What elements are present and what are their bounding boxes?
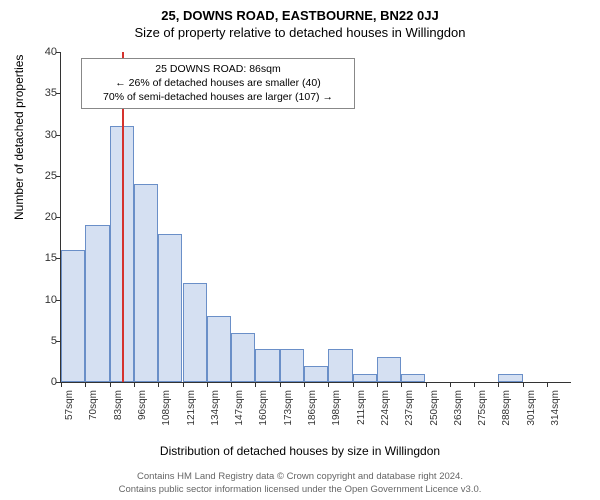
x-tick-mark: [280, 382, 281, 387]
histogram-bar: [158, 234, 182, 383]
x-tick-mark: [523, 382, 524, 387]
x-tick-label: 301sqm: [526, 390, 537, 426]
chart-subtitle: Size of property relative to detached ho…: [0, 23, 600, 40]
footer-line-3: Contains public sector information licen…: [0, 484, 600, 496]
histogram-bar: [61, 250, 85, 382]
x-tick-mark: [377, 382, 378, 387]
x-tick-label: 70sqm: [88, 390, 99, 420]
histogram-bar: [134, 184, 158, 382]
x-tick-label: 314sqm: [550, 390, 561, 426]
annotation-line-1: 25 DOWNS ROAD: 86sqm: [88, 62, 348, 76]
x-tick-label: 96sqm: [137, 390, 148, 420]
histogram-bar: [231, 333, 255, 383]
footer: Contains HM Land Registry data © Crown c…: [0, 471, 600, 496]
chart-area: 051015202530354057sqm70sqm83sqm96sqm108s…: [60, 52, 570, 412]
x-tick-mark: [328, 382, 329, 387]
x-tick-label: 121sqm: [186, 390, 197, 426]
x-tick-label: 275sqm: [477, 390, 488, 426]
x-tick-mark: [426, 382, 427, 387]
address-title: 25, DOWNS ROAD, EASTBOURNE, BN22 0JJ: [0, 0, 600, 23]
x-tick-label: 288sqm: [501, 390, 512, 426]
x-tick-mark: [231, 382, 232, 387]
x-tick-mark: [450, 382, 451, 387]
histogram-bar: [401, 374, 425, 382]
histogram-bar: [353, 374, 377, 382]
x-tick-mark: [158, 382, 159, 387]
x-tick-label: 83sqm: [113, 390, 124, 420]
x-tick-label: 250sqm: [429, 390, 440, 426]
histogram-bar: [377, 357, 401, 382]
x-tick-label: 198sqm: [331, 390, 342, 426]
annotation-box: 25 DOWNS ROAD: 86sqm← 26% of detached ho…: [81, 58, 355, 109]
annotation-line-3: 70% of semi-detached houses are larger (…: [88, 90, 348, 104]
histogram-bar: [280, 349, 304, 382]
x-tick-mark: [304, 382, 305, 387]
annotation-line-2: ← 26% of detached houses are smaller (40…: [88, 76, 348, 90]
x-tick-mark: [85, 382, 86, 387]
x-tick-label: 160sqm: [258, 390, 269, 426]
x-tick-mark: [401, 382, 402, 387]
histogram-bar: [207, 316, 231, 382]
x-tick-label: 211sqm: [356, 390, 367, 425]
x-tick-label: 263sqm: [453, 390, 464, 426]
histogram-bar: [255, 349, 279, 382]
x-tick-mark: [183, 382, 184, 387]
histogram-bar: [304, 366, 328, 383]
y-tick-mark: [56, 93, 61, 94]
x-tick-label: 224sqm: [380, 390, 391, 426]
x-tick-label: 147sqm: [234, 390, 245, 426]
histogram-bar: [85, 225, 109, 382]
x-tick-mark: [134, 382, 135, 387]
y-tick-mark: [56, 52, 61, 53]
footer-line-1: Contains HM Land Registry data © Crown c…: [0, 471, 600, 483]
x-tick-mark: [547, 382, 548, 387]
y-tick-mark: [56, 176, 61, 177]
x-tick-mark: [207, 382, 208, 387]
histogram-bar: [328, 349, 352, 382]
chart-container: 25, DOWNS ROAD, EASTBOURNE, BN22 0JJ Siz…: [0, 0, 600, 500]
y-tick-mark: [56, 135, 61, 136]
x-tick-mark: [255, 382, 256, 387]
x-tick-mark: [474, 382, 475, 387]
x-tick-mark: [110, 382, 111, 387]
x-tick-label: 186sqm: [307, 390, 318, 426]
x-tick-mark: [498, 382, 499, 387]
x-tick-mark: [353, 382, 354, 387]
x-tick-label: 237sqm: [404, 390, 415, 426]
x-tick-label: 108sqm: [161, 390, 172, 426]
x-axis-label: Distribution of detached houses by size …: [0, 444, 600, 458]
y-axis-label: Number of detached properties: [12, 55, 26, 220]
x-tick-label: 57sqm: [64, 390, 75, 420]
histogram-bar: [183, 283, 207, 382]
histogram-bar: [498, 374, 522, 382]
x-tick-mark: [61, 382, 62, 387]
x-tick-label: 173sqm: [283, 390, 294, 426]
x-tick-label: 134sqm: [210, 390, 221, 426]
plot-area: 051015202530354057sqm70sqm83sqm96sqm108s…: [60, 52, 571, 383]
y-tick-mark: [56, 217, 61, 218]
